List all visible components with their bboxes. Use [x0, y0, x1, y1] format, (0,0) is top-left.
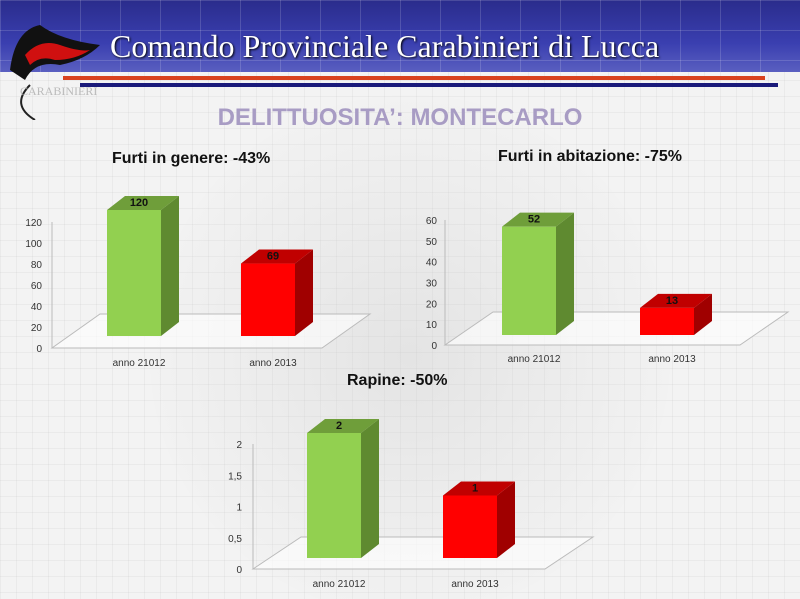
bar-2012 [107, 210, 161, 336]
chart-floor [443, 311, 790, 346]
header-title: Comando Provinciale Carabinieri di Lucca [110, 28, 660, 64]
bar-top [502, 212, 574, 227]
x-category-label: anno 21012 [508, 354, 561, 365]
bar-chart-2: 0 0,5 1 1,5 2 2 anno 21012 1 anno 2013 [228, 419, 595, 590]
chart-title-rapine: Rapine: -50% [347, 372, 448, 389]
data-label: 13 [666, 295, 678, 307]
bar-top [640, 293, 712, 308]
y-tick-label: 60 [31, 281, 43, 292]
y-tick-label: 100 [25, 239, 42, 250]
bar-chart-0: 0 20 40 60 80 100 120 120 anno 21012 69 anno 2013 [25, 196, 372, 369]
bar-2012 [307, 433, 361, 558]
data-label: 2 [336, 420, 342, 432]
data-label: 120 [130, 197, 148, 209]
y-tick-label: 120 [25, 218, 42, 229]
slide-subtitle: DELITTUOSITA’: MONTECARLO [217, 104, 583, 131]
chart-title-furti-genere: Furti in genere: -43% [112, 150, 271, 167]
bar-2013 [640, 307, 694, 335]
y-tick-label: 80 [31, 260, 43, 271]
bar-side [556, 212, 574, 335]
x-category-label: anno 2013 [249, 358, 297, 369]
bar-chart-1: 0 10 20 30 40 50 60 52 anno 21012 13 anno 2013 [426, 212, 790, 365]
bar-side [497, 481, 515, 558]
divider-blue [80, 83, 778, 87]
y-tick-label: 40 [426, 258, 438, 269]
bar-2013 [241, 263, 295, 336]
bar-side [295, 249, 313, 336]
y-tick-label: 0 [236, 565, 242, 576]
x-category-label: anno 21012 [313, 579, 366, 590]
bar-top [443, 481, 515, 496]
header-grid [0, 0, 800, 72]
y-tick-label: 2 [236, 440, 242, 451]
bar-side [361, 419, 379, 558]
y-tick-label: 0 [431, 341, 437, 352]
y-tick-label: 1 [236, 503, 242, 514]
y-tick-label: 40 [31, 302, 43, 313]
bar-top [241, 249, 313, 264]
x-category-label: anno 21012 [113, 358, 166, 369]
y-tick-label: 20 [426, 299, 438, 310]
chart-floor [251, 536, 595, 570]
bar-side [694, 293, 712, 335]
bar-side [161, 196, 179, 336]
y-tick-label: 60 [426, 216, 438, 227]
y-tick-label: 30 [426, 279, 438, 290]
bar-top [107, 196, 179, 210]
x-category-label: anno 2013 [451, 579, 499, 590]
divider-red [63, 76, 765, 80]
y-tick-label: 20 [31, 323, 43, 334]
x-category-label: anno 2013 [648, 354, 696, 365]
bar-top [307, 419, 379, 433]
chart-floor [50, 313, 372, 349]
data-label: 69 [267, 251, 279, 263]
bar-2013 [443, 495, 497, 558]
y-tick-label: 10 [426, 320, 438, 331]
y-tick-label: 50 [426, 237, 438, 248]
header-banner: Comando Provinciale Carabinieri di Lucca [0, 0, 800, 72]
data-label: 1 [472, 483, 478, 495]
logo-text: CARABINIERI [20, 84, 98, 98]
data-label: 52 [528, 214, 540, 226]
y-tick-label: 0,5 [228, 534, 242, 545]
bar-2012 [502, 226, 556, 335]
chart-title-furti-abitazione: Furti in abitazione: -75% [498, 148, 683, 165]
carabinieri-logo-icon [10, 25, 100, 120]
y-tick-label: 1,5 [228, 471, 242, 482]
y-tick-label: 0 [36, 344, 42, 355]
